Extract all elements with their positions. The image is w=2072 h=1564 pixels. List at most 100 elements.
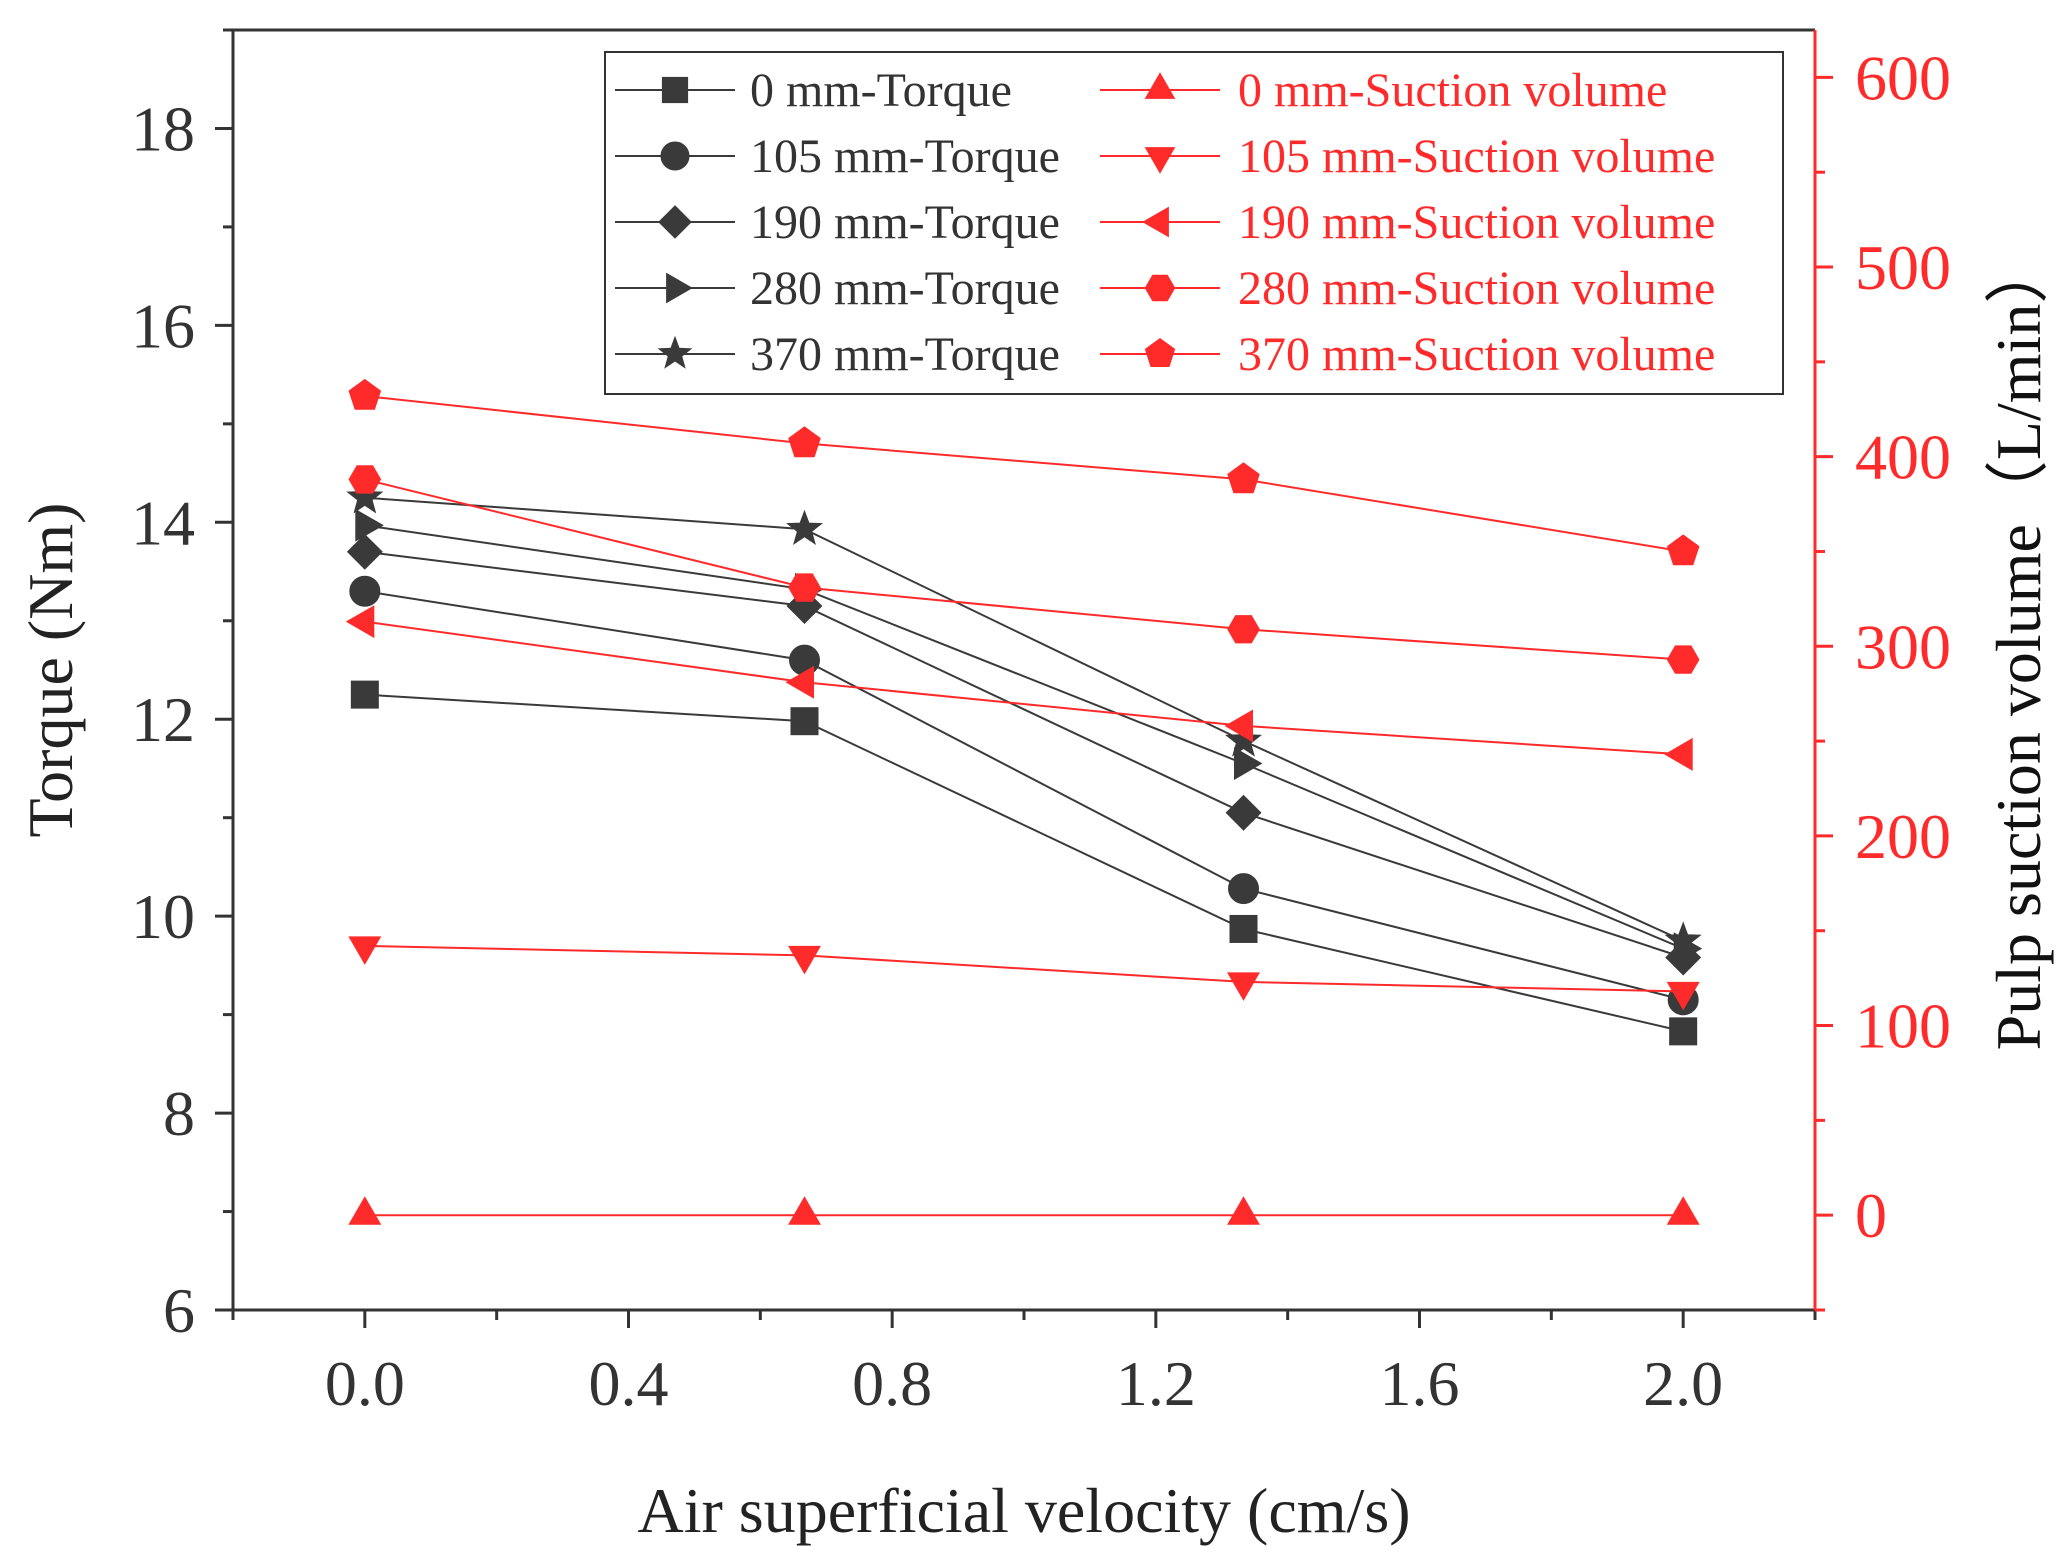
legend-item: 0 mm-Suction volume bbox=[1100, 64, 1667, 117]
series-line bbox=[364, 944, 1684, 993]
y-left-tick-label: 16 bbox=[131, 290, 195, 361]
data-point bbox=[786, 509, 823, 545]
series-layer bbox=[345, 378, 1703, 1225]
y-left-tick-label: 14 bbox=[131, 487, 195, 558]
legend-marker bbox=[661, 76, 689, 104]
y-right-tick-label: 500 bbox=[1855, 232, 1951, 303]
y-axis-left: 6 8 10 12 14 16 18 bbox=[131, 28, 233, 1346]
y-left-tick-label: 18 bbox=[131, 93, 195, 164]
y-axis-right: 0 100 200 300 400 500 600 bbox=[1815, 42, 1951, 1312]
series-370-mm-suction-volume bbox=[348, 378, 1700, 566]
data-point bbox=[788, 945, 821, 975]
legend-item: 280 mm-Torque bbox=[615, 262, 1060, 315]
data-point bbox=[345, 605, 375, 639]
y-axis-left-title: Torque (Nm) bbox=[15, 503, 86, 838]
y-left-tick-label: 10 bbox=[131, 881, 195, 952]
series-190-mm-suction-volume bbox=[345, 605, 1693, 771]
legend-label: 105 mm-Torque bbox=[750, 130, 1060, 183]
legend-item: 370 mm-Torque bbox=[615, 328, 1060, 381]
data-point bbox=[348, 936, 382, 965]
legend-item: 190 mm-Suction volume bbox=[1100, 196, 1715, 249]
y-axis-right-title: Pulp suction volume（L/min） bbox=[1983, 240, 2054, 1051]
data-point bbox=[1227, 1196, 1260, 1225]
legend-item: 280 mm-Suction volume bbox=[1100, 262, 1715, 315]
series-line bbox=[364, 550, 1684, 959]
legend-label: 370 mm-Torque bbox=[750, 328, 1060, 381]
data-point bbox=[350, 680, 379, 709]
series-370-mm-torque bbox=[346, 478, 1702, 957]
series-line bbox=[364, 590, 1684, 1001]
series-line bbox=[364, 524, 1684, 950]
y-right-tick-label: 200 bbox=[1855, 801, 1951, 872]
legend-label: 280 mm-Suction volume bbox=[1238, 262, 1715, 315]
legend-item: 370 mm-Suction volume bbox=[1100, 328, 1715, 381]
data-point bbox=[346, 533, 383, 570]
y-left-tick-label: 8 bbox=[163, 1078, 195, 1149]
data-point bbox=[348, 1196, 382, 1225]
data-point bbox=[1227, 462, 1260, 494]
data-point bbox=[1227, 972, 1260, 1001]
data-point bbox=[788, 573, 821, 602]
legend-marker bbox=[1144, 274, 1176, 302]
legend: 0 mm-Torque 105 mm-Torque 190 mm-Torque 280… bbox=[604, 51, 1784, 395]
y-left-tick-label: 12 bbox=[131, 684, 195, 755]
x-tick-label: 0.0 bbox=[325, 1348, 405, 1419]
series-105-mm-suction-volume bbox=[348, 936, 1700, 1011]
data-point bbox=[788, 426, 821, 458]
series-0-mm-suction-volume bbox=[348, 1196, 1700, 1225]
x-tick-label: 0.4 bbox=[589, 1348, 669, 1419]
data-point bbox=[1227, 615, 1260, 644]
data-point bbox=[1228, 873, 1260, 905]
series-280-mm-suction-volume bbox=[348, 465, 1700, 674]
legend-label: 0 mm-Suction volume bbox=[1238, 64, 1667, 117]
data-point bbox=[1669, 1017, 1698, 1046]
data-point bbox=[788, 644, 820, 676]
data-point bbox=[346, 478, 384, 514]
data-point bbox=[788, 1196, 821, 1225]
x-axis-title: Air superficial velocity (cm/s) bbox=[637, 1475, 1410, 1546]
legend-marker bbox=[1144, 72, 1176, 99]
data-point bbox=[1225, 721, 1262, 757]
series-line bbox=[364, 620, 1684, 756]
data-point bbox=[1224, 709, 1253, 743]
legend-marker bbox=[1144, 147, 1176, 174]
legend-item: 0 mm-Torque bbox=[615, 64, 1012, 117]
data-point bbox=[1234, 747, 1263, 780]
data-point bbox=[790, 707, 819, 736]
legend-label: 190 mm-Torque bbox=[750, 196, 1060, 249]
series-line bbox=[364, 395, 1684, 553]
data-point bbox=[1666, 1196, 1700, 1225]
legend-label: 370 mm-Suction volume bbox=[1238, 328, 1715, 381]
legend-marker bbox=[657, 335, 693, 369]
data-point bbox=[1664, 921, 1702, 957]
y-right-tick-label: 300 bbox=[1855, 611, 1951, 682]
legend-item: 190 mm-Torque bbox=[615, 196, 1060, 249]
legend-label: 190 mm-Suction volume bbox=[1238, 196, 1715, 249]
y-right-tick-label: 0 bbox=[1855, 1180, 1887, 1251]
legend-marker bbox=[658, 205, 692, 239]
series-line bbox=[364, 496, 1684, 942]
series-0-mm-torque bbox=[350, 680, 1698, 1046]
x-tick-label: 1.6 bbox=[1380, 1348, 1460, 1419]
data-point bbox=[1229, 914, 1258, 943]
data-point bbox=[348, 465, 382, 494]
y-right-tick-label: 600 bbox=[1855, 42, 1951, 113]
legend-marker bbox=[1142, 206, 1169, 238]
legend-item: 105 mm-Torque bbox=[615, 130, 1060, 183]
series-190-mm-torque bbox=[346, 533, 1702, 976]
data-point bbox=[1666, 534, 1700, 566]
data-point bbox=[1225, 794, 1262, 831]
y-right-tick-label: 400 bbox=[1855, 422, 1951, 493]
x-tick-label: 2.0 bbox=[1643, 1348, 1723, 1419]
legend-label: 0 mm-Torque bbox=[750, 64, 1012, 117]
series-line bbox=[364, 693, 1684, 1033]
y-right-tick-label: 100 bbox=[1855, 991, 1951, 1062]
legend-label: 280 mm-Torque bbox=[750, 262, 1060, 315]
series-line bbox=[364, 478, 1684, 661]
x-tick-label: 1.2 bbox=[1116, 1348, 1196, 1419]
data-point bbox=[1664, 737, 1693, 771]
x-axis: 0.0 0.4 0.8 1.2 1.6 2.0 bbox=[231, 1310, 1817, 1419]
data-point bbox=[785, 665, 814, 699]
y-left-tick-label: 6 bbox=[163, 1275, 195, 1346]
